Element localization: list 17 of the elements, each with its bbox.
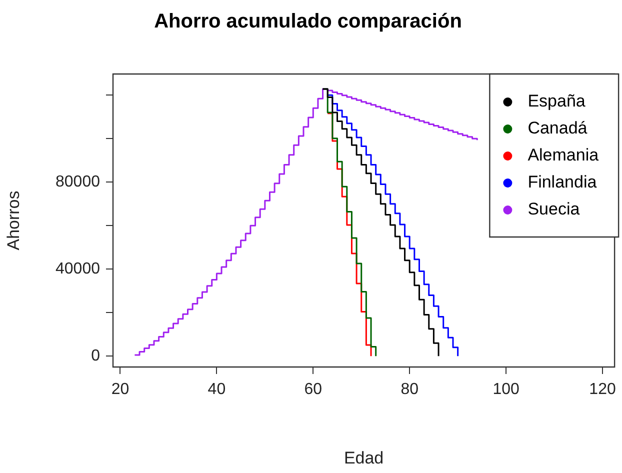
- y-tick-label: 80000: [56, 174, 100, 191]
- legend-label: Finlandia: [528, 172, 598, 192]
- y-tick-label: 40000: [56, 260, 100, 278]
- x-tick-label: 60: [304, 381, 322, 398]
- x-tick-label: 100: [492, 381, 520, 398]
- legend-label: Suecia: [528, 200, 580, 219]
- legend-label: Alemania: [528, 146, 600, 165]
- legend-label: Canadá: [528, 118, 588, 138]
- y-axis-title: Ahorros: [4, 190, 23, 250]
- chart-title: Ahorro acumulado comparación: [154, 10, 462, 33]
- x-axis-title: Edad: [344, 448, 384, 468]
- legend-label: España: [528, 92, 586, 111]
- x-tick-label: 80: [400, 381, 419, 398]
- x-tick-label: 40: [208, 381, 226, 398]
- x-tick-label: 20: [111, 381, 130, 398]
- x-tick-label: 120: [589, 381, 616, 398]
- y-tick-label: 0: [91, 348, 100, 365]
